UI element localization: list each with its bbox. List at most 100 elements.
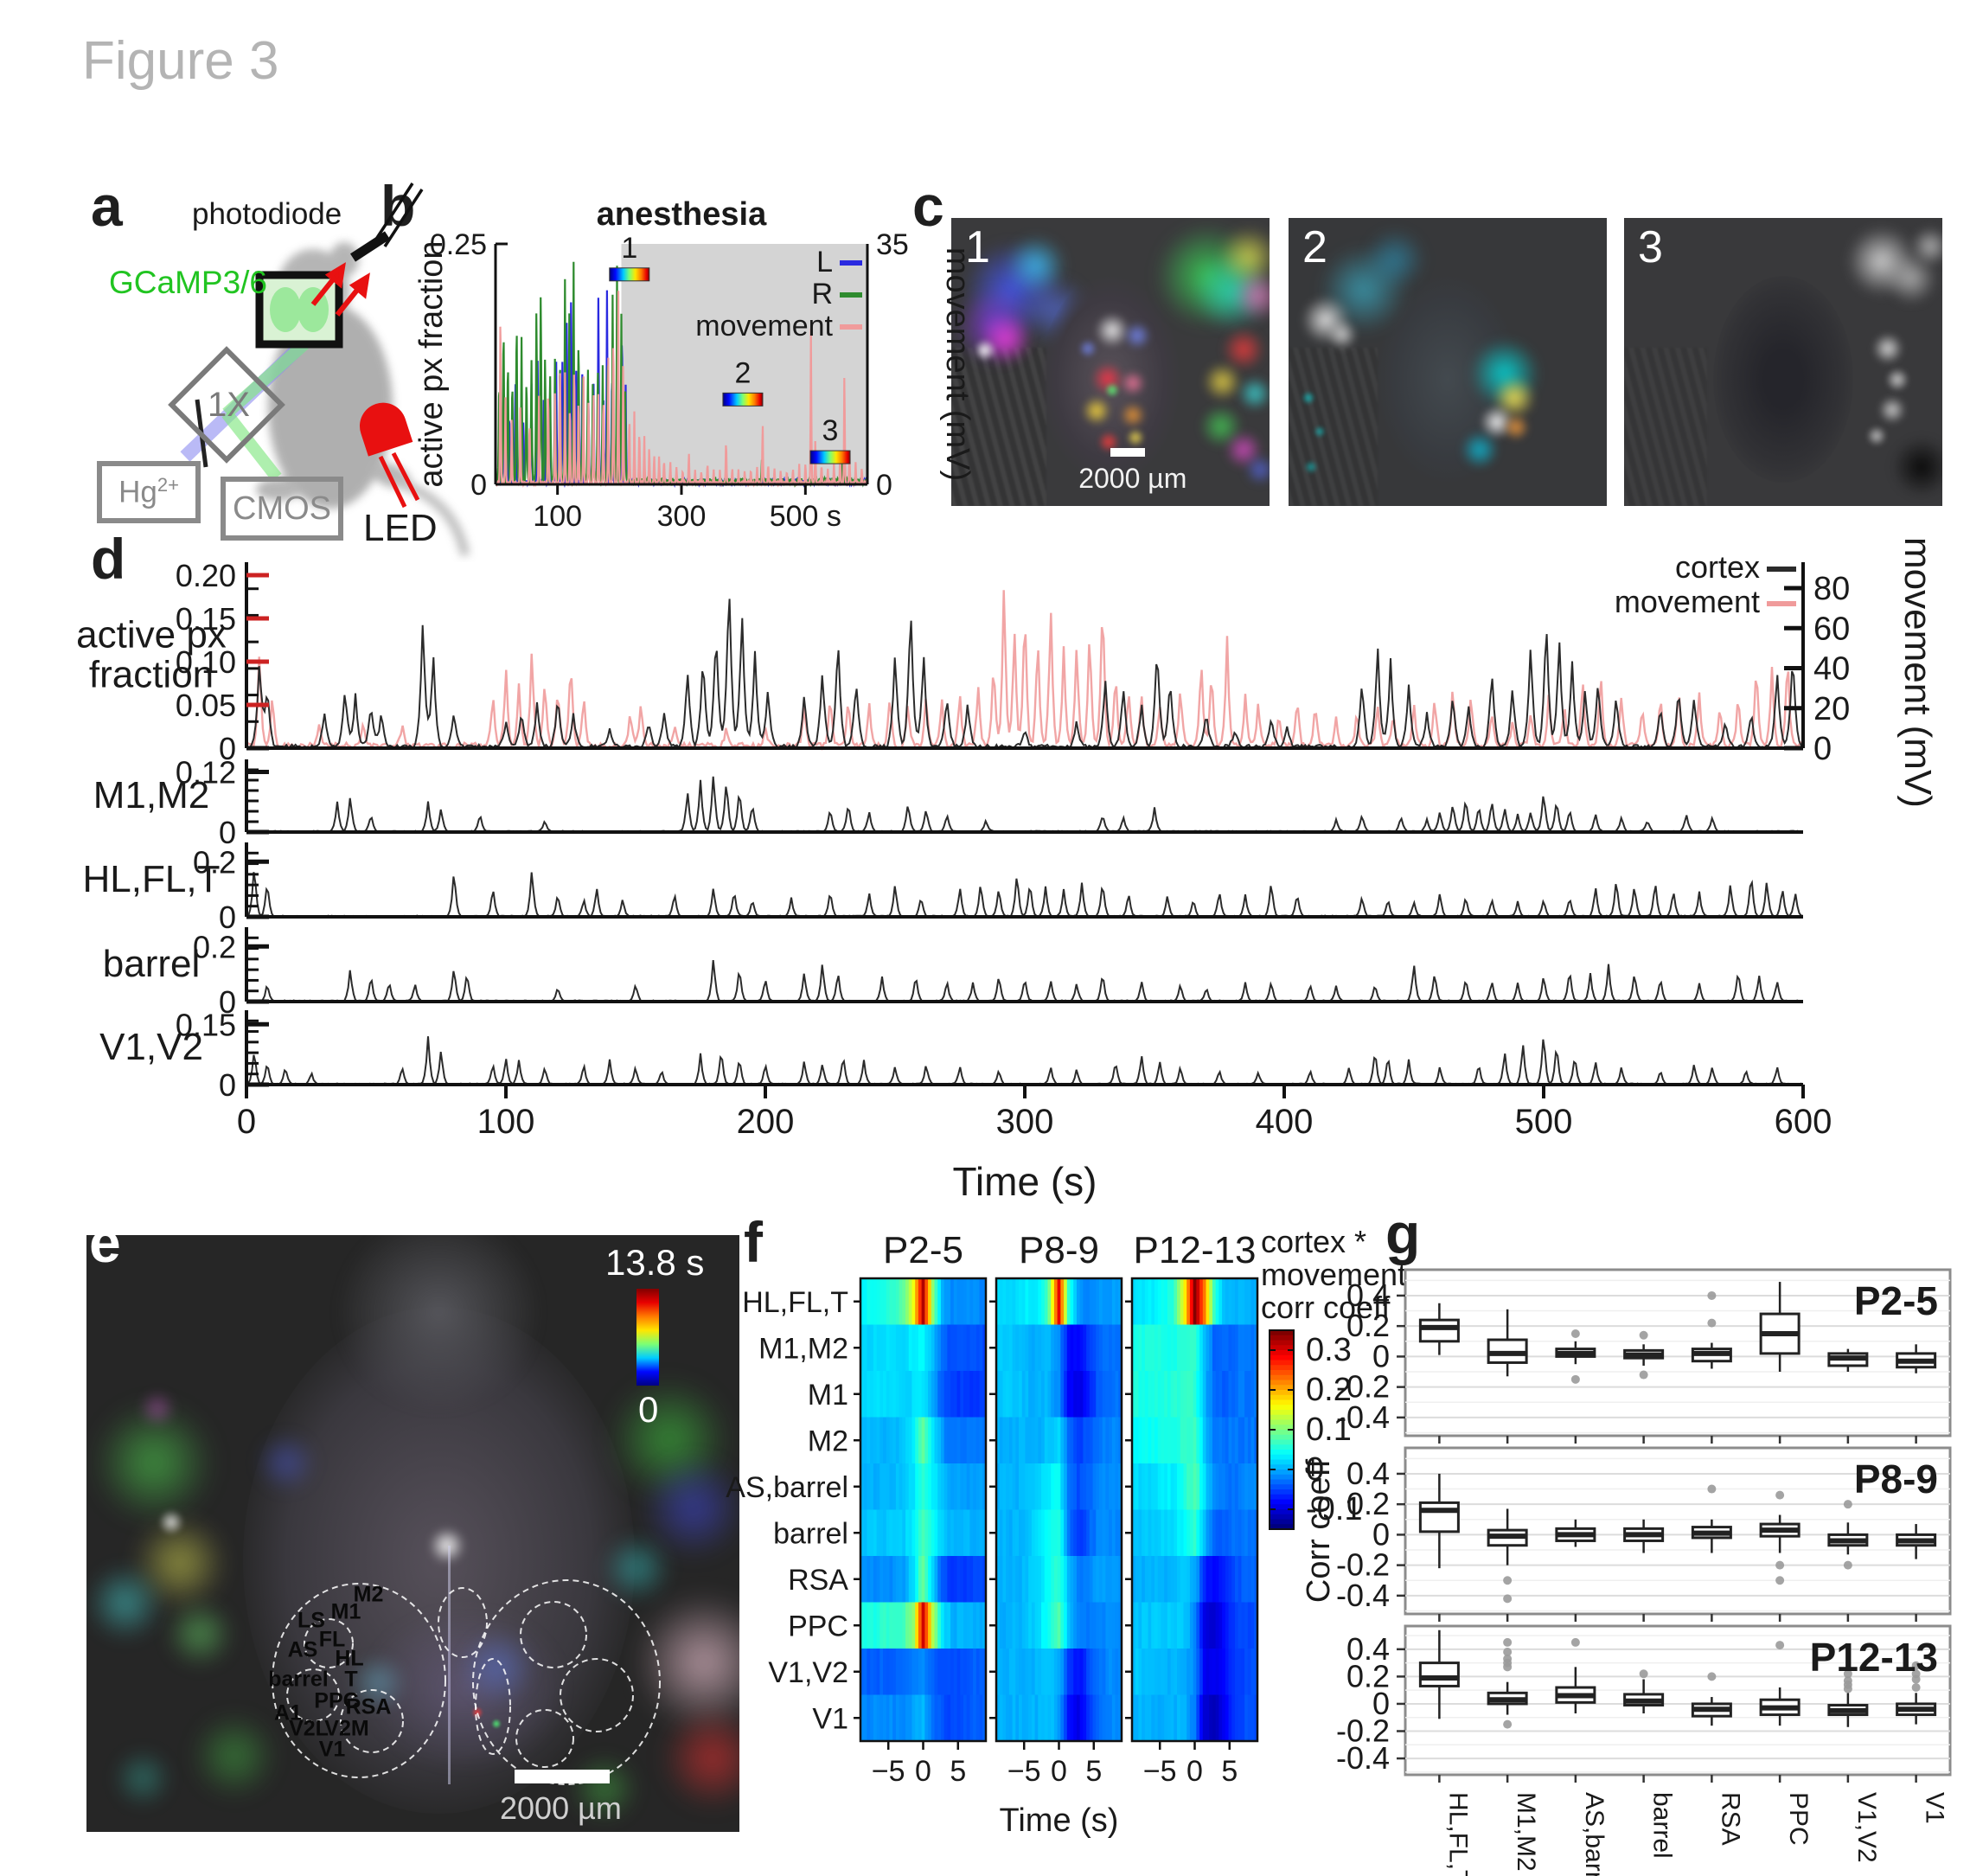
heatmap-cell <box>899 1694 904 1742</box>
heatmap-cell <box>895 1417 900 1464</box>
heatmap-cell <box>963 1556 968 1603</box>
heatmap-cell <box>1053 1556 1059 1603</box>
heatmap-cell <box>1228 1602 1232 1649</box>
heatmap-cell <box>1135 1556 1140 1603</box>
heatmap-cell <box>915 1371 919 1418</box>
b-left-tick-label: 0.25 <box>430 228 487 261</box>
heatmap-cell <box>1070 1509 1074 1557</box>
heatmap-cell <box>883 1278 887 1325</box>
heatmap-cell <box>931 1602 936 1649</box>
heatmap-cell <box>1161 1556 1165 1603</box>
heatmap-cell <box>966 1463 971 1510</box>
heatmap-cell <box>1041 1509 1046 1557</box>
heatmap-cell <box>915 1278 919 1325</box>
heatmap-cell <box>886 1278 891 1325</box>
panel-a: photodiode GCaMP3/6 1X Hg2+ CMOS LED <box>0 0 484 562</box>
heatmap-cell <box>934 1694 938 1742</box>
colorbar-cell <box>1270 1414 1294 1421</box>
heatmap-cell <box>1212 1417 1217 1464</box>
panel-f-label: f <box>744 1210 763 1274</box>
heatmap-cell <box>1206 1649 1210 1695</box>
colorbar-cell <box>1270 1479 1294 1485</box>
colorbar-cell <box>1270 1519 1294 1525</box>
outlier <box>1843 1684 1852 1694</box>
heatmap-cell <box>1006 1371 1010 1418</box>
heatmap-cell <box>1079 1371 1084 1418</box>
heatmap-cell <box>1051 1417 1055 1464</box>
heatmap-cell <box>1051 1463 1055 1510</box>
heatmap-cell <box>931 1371 936 1418</box>
heatmap-cell <box>895 1324 900 1372</box>
heatmap-cell <box>1193 1649 1198 1695</box>
f-x-tick-label: 5 <box>1085 1755 1102 1788</box>
heatmap-cell <box>1209 1694 1213 1742</box>
heatmap-cell <box>1234 1509 1239 1557</box>
heatmap-cell <box>1051 1602 1055 1649</box>
hg-lamp-box: Hg2+ <box>97 461 201 523</box>
colorbar-cell <box>1270 1425 1294 1431</box>
heatmap-cell <box>975 1509 981 1557</box>
heatmap-cell <box>1034 1278 1039 1325</box>
heatmap-cell <box>1008 1509 1014 1557</box>
heatmap-cell <box>940 1649 945 1695</box>
heatmap-cell <box>1157 1602 1162 1649</box>
region-label-M2: M2 <box>353 1582 384 1607</box>
outlier <box>1775 1576 1785 1585</box>
heatmap-cell <box>1092 1417 1097 1464</box>
heatmap-cell <box>937 1602 942 1649</box>
heatmap-cell <box>1031 1371 1036 1418</box>
heatmap-cell <box>1250 1324 1255 1372</box>
heatmap-cell <box>1209 1649 1213 1695</box>
heatmap-cell <box>940 1417 945 1464</box>
heatmap-cell <box>902 1278 906 1325</box>
outlier <box>1639 1669 1648 1679</box>
heatmap-cell <box>1008 1417 1014 1464</box>
blob <box>1327 318 1359 350</box>
heatmap-cell <box>1206 1371 1210 1418</box>
heatmap-cell <box>1102 1278 1107 1325</box>
heatmap-cell <box>921 1509 926 1557</box>
d-series-movement <box>246 590 1804 752</box>
heatmap-cell <box>1047 1509 1052 1557</box>
heatmap-cell <box>873 1324 878 1372</box>
heatmap-cell <box>1196 1324 1200 1372</box>
heatmap-cell <box>1180 1463 1185 1510</box>
heatmap-cell <box>1135 1463 1140 1510</box>
heatmap-cell <box>999 1694 1004 1742</box>
heatmap-cell <box>1076 1694 1081 1742</box>
heatmap-cell <box>915 1694 919 1742</box>
heatmap-cell <box>960 1694 964 1742</box>
heatmap-cell <box>1006 1417 1010 1464</box>
anesthesia-title: anesthesia <box>597 196 767 233</box>
heatmap-cell <box>1247 1463 1252 1510</box>
hg-superscript: 2+ <box>157 474 179 496</box>
heatmap-cell <box>1247 1556 1252 1603</box>
b-legend-label: movement <box>695 310 833 343</box>
blob <box>1078 338 1098 358</box>
heatmap-cell <box>1060 1602 1065 1649</box>
heatmap-cell <box>1218 1463 1223 1510</box>
heatmap-cell <box>1025 1694 1029 1742</box>
heatmap-cell <box>1234 1463 1239 1510</box>
heatmap-cell <box>1079 1463 1084 1510</box>
heatmap-cell <box>975 1417 981 1464</box>
heatmap-cell <box>1015 1371 1020 1418</box>
heatmap-cell <box>1209 1556 1213 1603</box>
heatmap-cell <box>1019 1324 1023 1372</box>
heatmap-cell <box>1053 1463 1059 1510</box>
d-y-tick-label: 0.20 <box>176 558 236 593</box>
panel-c-label: c <box>912 174 944 238</box>
heatmap-cell <box>1008 1278 1014 1325</box>
heatmap-cell <box>1164 1509 1168 1557</box>
heatmap-cell <box>1225 1509 1230 1557</box>
heatmap-cell <box>889 1649 893 1695</box>
heatmap-cell <box>1228 1417 1232 1464</box>
heatmap-cell <box>934 1509 938 1557</box>
heatmap-cell <box>1041 1556 1046 1603</box>
heatmap-cell <box>1167 1556 1172 1603</box>
heatmap-cell <box>873 1694 878 1742</box>
heatmap-cell <box>1157 1509 1162 1557</box>
outlier <box>1570 1329 1580 1338</box>
heatmap-cell <box>928 1463 932 1510</box>
